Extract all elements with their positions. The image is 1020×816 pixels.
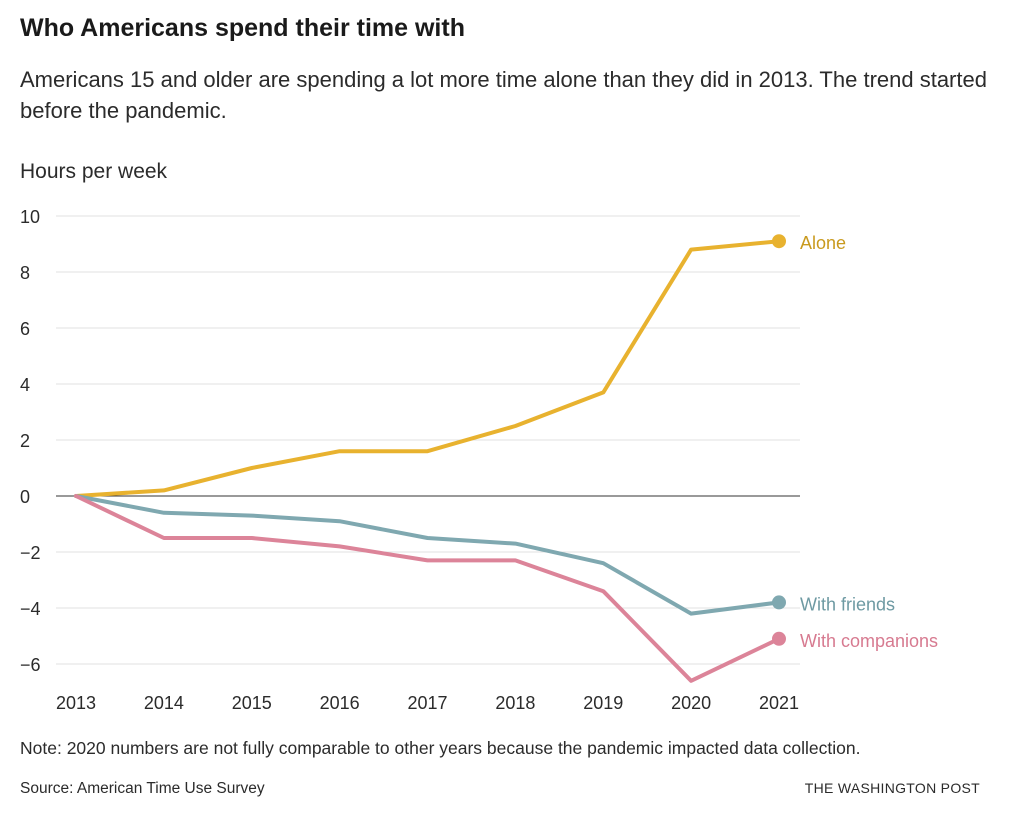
- publisher-logo: THE WASHINGTON POST: [804, 780, 980, 796]
- y-tick-label: −6: [20, 655, 41, 675]
- y-tick-label: 0: [20, 487, 30, 507]
- series-line-with-companions: [74, 494, 781, 683]
- x-tick-label: 2019: [583, 693, 623, 713]
- y-tick-label: −4: [20, 599, 41, 619]
- x-tick-label: 2017: [407, 693, 447, 713]
- y-tick-label: 6: [20, 319, 30, 339]
- x-tick-label: 2021: [759, 693, 799, 713]
- y-axis-label: Hours per week: [20, 160, 168, 183]
- chart-title: Who Americans spend their time with: [20, 14, 465, 42]
- x-tick-label: 2016: [320, 693, 360, 713]
- y-tick-label: 4: [20, 375, 30, 395]
- series-label-with-friends: With friends: [800, 594, 895, 614]
- y-tick-label: 8: [20, 263, 30, 283]
- y-tick-label: 10: [20, 207, 40, 227]
- y-tick-label: 2: [20, 431, 30, 451]
- series-line-with-friends: [74, 494, 781, 616]
- chart-source: Source: American Time Use Survey: [20, 780, 265, 797]
- x-tick-label: 2013: [56, 693, 96, 713]
- x-tick-label: 2014: [144, 693, 184, 713]
- y-tick-label: −2: [20, 543, 41, 563]
- series-line-alone: [74, 239, 781, 498]
- x-tick-label: 2020: [671, 693, 711, 713]
- series-label-alone: Alone: [800, 233, 846, 253]
- series-label-with-companions: With companions: [800, 631, 938, 651]
- chart-subtitle: Americans 15 and older are spending a lo…: [20, 67, 987, 123]
- series-end-marker-with-companions: [772, 631, 786, 646]
- x-tick-label: 2015: [232, 693, 272, 713]
- series-end-marker-with-friends: [772, 595, 786, 610]
- x-tick-label: 2018: [495, 693, 535, 713]
- chart-note: Note: 2020 numbers are not fully compara…: [20, 738, 861, 758]
- series-end-marker-alone: [772, 234, 786, 249]
